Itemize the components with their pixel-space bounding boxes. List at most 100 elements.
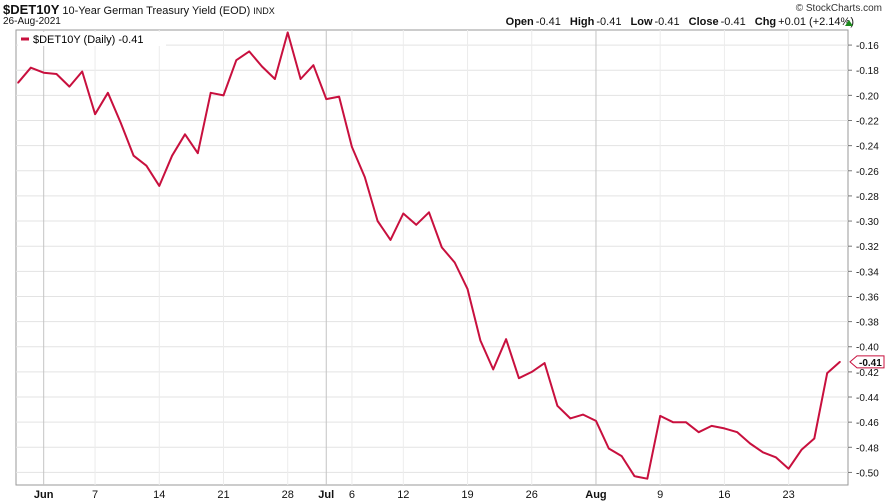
y-tick-label: -0.42: [856, 368, 879, 379]
data-point: [42, 71, 45, 74]
data-point: [17, 81, 19, 84]
data-point: [646, 477, 649, 480]
y-tick-label: -0.36: [856, 292, 879, 303]
data-point: [158, 185, 161, 187]
data-point: [569, 417, 572, 420]
x-tick-label: 23: [783, 489, 795, 501]
brand-link[interactable]: © StockCharts.com: [795, 3, 882, 14]
data-point: [94, 113, 96, 116]
y-tick-label: -0.38: [856, 318, 879, 329]
data-point: [582, 413, 584, 416]
data-point: [428, 211, 430, 214]
data-point: [620, 455, 623, 457]
data-point: [415, 224, 417, 226]
data-point: [184, 133, 186, 136]
data-point: [209, 92, 212, 94]
data-point: [749, 442, 751, 445]
y-tick-label: -0.30: [856, 217, 879, 228]
data-point: [402, 212, 405, 215]
data-point: [608, 447, 610, 450]
ohlc-readout: Open -0.41 High -0.41 Low -0.41 Close -0.41 …: [500, 16, 854, 28]
change-up-icon: [845, 20, 853, 26]
data-point: [685, 421, 687, 423]
data-point: [441, 246, 443, 249]
y-tick-label: -0.18: [856, 66, 879, 77]
plot-frame: [15, 29, 849, 486]
data-point: [312, 64, 315, 66]
x-tick-label: 12: [397, 489, 409, 501]
low-label: Low: [630, 16, 653, 28]
y-tick-label: -0.28: [856, 192, 879, 203]
data-point: [839, 361, 841, 363]
data-point: [466, 288, 469, 290]
x-tick-label: 26: [526, 489, 538, 501]
x-tick-label: 16: [718, 489, 730, 501]
x-tick-label: Aug: [585, 489, 606, 501]
low-value: -0.41: [654, 16, 680, 28]
data-point: [325, 98, 328, 100]
data-point: [518, 377, 520, 379]
data-point: [107, 92, 109, 94]
data-point: [222, 94, 225, 97]
x-tick-label: 6: [349, 489, 355, 501]
data-point: [363, 176, 366, 178]
data-point: [710, 425, 713, 427]
y-tick-label: -0.50: [856, 468, 879, 479]
data-point: [672, 421, 674, 423]
last-value-tag: [849, 355, 885, 369]
data-point: [453, 261, 456, 264]
symbol-title: $DET10Y 10-Year German Treasury Yield (EO…: [3, 2, 275, 17]
data-point: [235, 59, 238, 61]
data-point: [171, 154, 173, 157]
last-value-label: -0.41: [859, 358, 882, 369]
data-point: [633, 475, 636, 478]
chg-value: +0.01 (+2.14%): [778, 16, 854, 28]
exchange: INDX: [253, 6, 275, 16]
chart-header: $DET10Y 10-Year German Treasury Yield (EO…: [0, 0, 896, 30]
open-label: Open: [505, 16, 534, 28]
data-point: [351, 146, 353, 148]
x-tick-label: 7: [92, 489, 98, 501]
data-point: [248, 50, 250, 53]
data-point: [145, 164, 148, 167]
y-tick-label: -0.22: [856, 116, 879, 127]
data-point: [659, 415, 661, 417]
x-tick-label: Jul: [318, 489, 334, 501]
data-point: [119, 122, 122, 124]
data-point: [389, 239, 392, 241]
y-tick-label: -0.32: [856, 242, 879, 253]
data-point: [132, 154, 135, 157]
data-point: [787, 467, 790, 470]
symbol: $DET10Y: [3, 2, 60, 17]
data-point: [543, 362, 546, 364]
data-point: [299, 78, 302, 80]
x-tick-label: 19: [461, 489, 473, 501]
x-tick-label: 9: [657, 489, 663, 501]
data-point: [376, 220, 379, 222]
open-value: -0.41: [535, 16, 561, 28]
data-point: [286, 31, 289, 34]
data-point: [697, 431, 700, 434]
y-tick-label: -0.24: [856, 142, 879, 153]
x-tick-label: 14: [153, 489, 165, 501]
data-point: [68, 85, 71, 88]
y-tick-label: -0.16: [856, 41, 879, 52]
x-tick-label: 21: [217, 489, 229, 501]
legend-label: $DET10Y (Daily) -0.41: [33, 34, 143, 46]
data-point: [762, 451, 764, 454]
x-tick-label: Jun: [34, 489, 54, 501]
symbol-description: 10-Year German Treasury Yield (EOD): [62, 5, 251, 17]
data-point: [338, 95, 340, 98]
data-point: [556, 405, 559, 407]
y-tick-label: -0.48: [856, 443, 879, 454]
data-point: [723, 427, 726, 430]
y-tick-label: -0.34: [856, 267, 879, 278]
data-point: [197, 152, 199, 154]
high-label: High: [569, 16, 595, 28]
chart-date: 26-Aug-2021: [3, 16, 61, 27]
legend-box: [18, 32, 166, 46]
y-tick-label: -0.40: [856, 343, 879, 354]
data-point: [813, 437, 816, 440]
y-tick-label: -0.26: [856, 167, 879, 178]
